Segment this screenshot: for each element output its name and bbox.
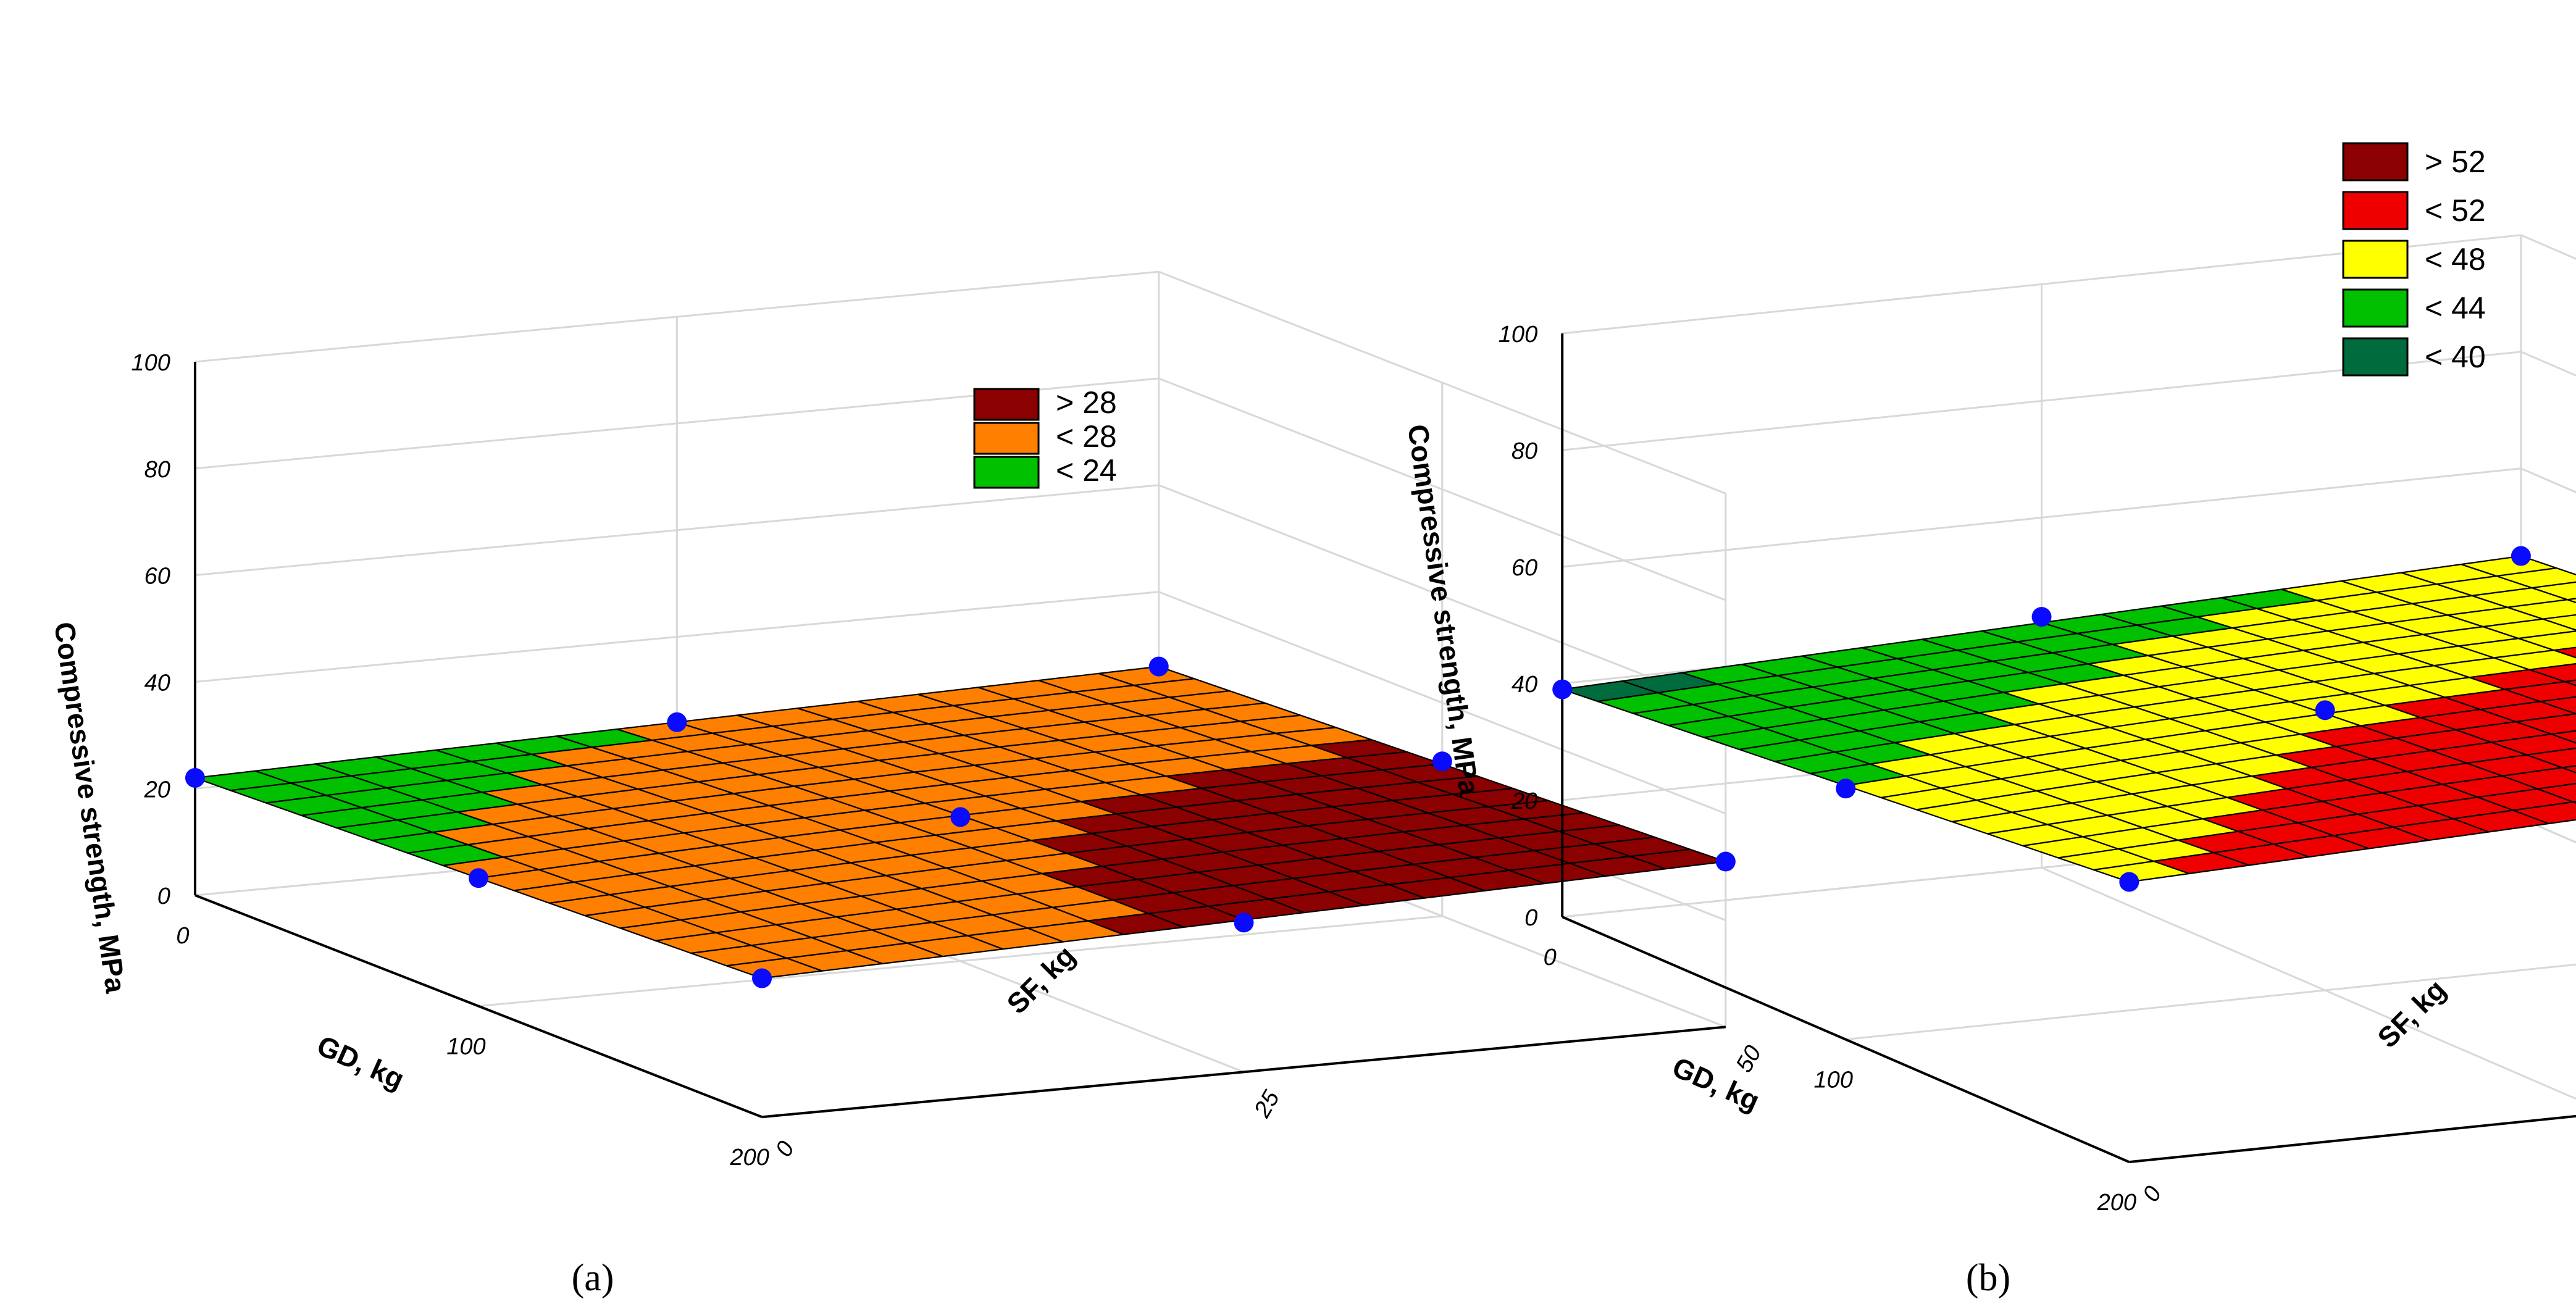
legend-label: > 28 [1056, 385, 1117, 420]
legend-label: < 48 [2425, 242, 2486, 277]
z-tick-label: 60 [1512, 555, 1537, 581]
legend-swatch [2342, 337, 2409, 377]
panel-b-surface [1562, 555, 2576, 883]
panel-a-caption: (a) [572, 1257, 614, 1299]
legend-swatch [2342, 288, 2409, 328]
y-axis-line [761, 1025, 1726, 1119]
panel-b-legend: > 52 < 52 < 48 < 44 < 40 [2342, 142, 2486, 377]
x-tick-label: 100 [1814, 1067, 1853, 1093]
z-tick-label: 0 [157, 883, 170, 909]
z-tick-label: 20 [144, 777, 170, 803]
z-tick-label: 80 [1512, 438, 1537, 464]
surface-cell [726, 957, 823, 979]
panel-b-design-points [1552, 546, 2531, 892]
legend-label: < 28 [1056, 419, 1117, 454]
z-tick-label: 0 [1524, 905, 1537, 931]
design-point [2511, 546, 2531, 566]
z-tick-label: 100 [132, 350, 170, 376]
design-point [1715, 851, 1736, 872]
z-tick-label: 100 [1499, 322, 1537, 348]
z-tick-label: 80 [144, 457, 170, 483]
design-point [2031, 607, 2052, 627]
panel-b-caption: (b) [1966, 1257, 2010, 1299]
y-axis-line [2129, 1114, 2576, 1164]
legend-swatch [2342, 240, 2409, 279]
x-tick-label: 0 [1544, 945, 1557, 971]
design-point [185, 767, 205, 788]
design-point [1432, 751, 1452, 772]
design-point [667, 712, 687, 732]
legend-label: < 44 [2425, 291, 2486, 325]
legend-label: < 52 [2425, 193, 2486, 228]
legend-swatch [2342, 191, 2409, 230]
design-point [752, 968, 772, 988]
x-tick-label: 100 [446, 1034, 485, 1060]
legend-label: < 40 [2425, 340, 2486, 374]
z-tick-label: 60 [144, 564, 170, 590]
x-tick-label: 200 [729, 1145, 769, 1171]
design-point [468, 868, 488, 888]
panel-a-design-points [185, 656, 1736, 988]
legend-swatch [973, 456, 1040, 489]
grid-line [2041, 867, 2576, 1100]
design-point [2119, 872, 2139, 892]
legend-swatch [2342, 142, 2409, 182]
legend-swatch [973, 388, 1040, 421]
panel-a-surface [194, 666, 1726, 979]
z-tick-label: 40 [1512, 672, 1537, 698]
legend-label: > 52 [2425, 144, 2486, 179]
panel-a-legend: > 28< 28< 24 [973, 385, 1117, 489]
design-point [1148, 656, 1169, 677]
x-axis-line [194, 894, 763, 1119]
design-point [950, 807, 971, 827]
design-point [1552, 679, 1573, 699]
z-tick-label: 40 [144, 670, 170, 696]
surface-cell [2093, 860, 2190, 883]
design-point [1836, 779, 1856, 799]
x-tick-label: 200 [2097, 1190, 2136, 1216]
z-tick-label: 20 [1511, 788, 1537, 814]
legend-swatch [973, 422, 1040, 455]
design-point [1234, 912, 1254, 933]
x-tick-label: 0 [176, 923, 189, 949]
x-axis-line [1562, 916, 2130, 1163]
design-point [2315, 700, 2335, 720]
legend-label: < 24 [1056, 453, 1117, 488]
